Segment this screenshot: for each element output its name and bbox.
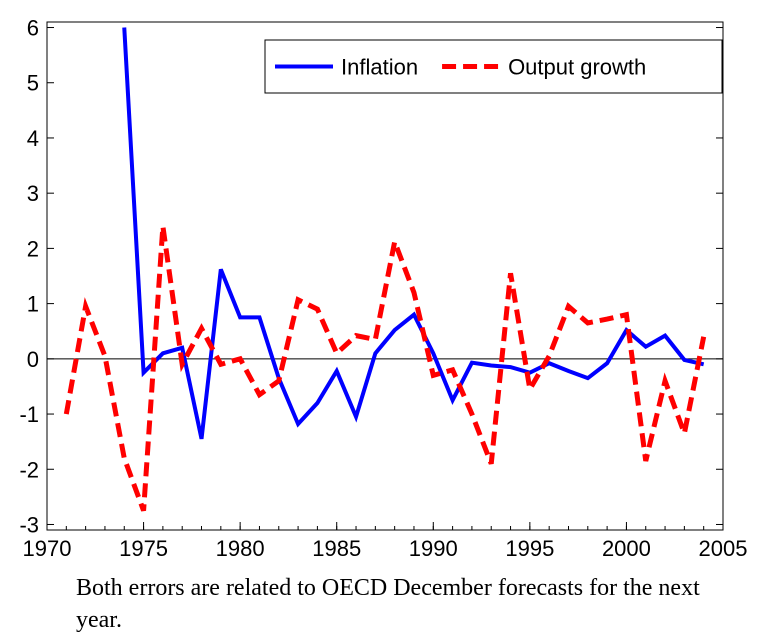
y-tick-label: 1 (27, 292, 39, 317)
y-tick-label: -1 (19, 402, 39, 427)
chart: -3 -2 -1 0 1 2 3 4 5 6 1970 1975 1980 1985 1990 1995 200… (19, 16, 748, 561)
legend-label: Inflation (341, 55, 418, 80)
y-tick-label: 4 (27, 126, 39, 151)
x-tick-label: 1990 (409, 536, 458, 561)
x-tick-label: 2005 (699, 536, 748, 561)
legend-label: Output growth (508, 55, 646, 80)
x-tick-label: 1985 (312, 536, 361, 561)
y-tick-label: 5 (27, 71, 39, 96)
y-tick-label: 6 (27, 16, 39, 41)
y-tick-label: 2 (27, 236, 39, 261)
y-tick-label: 0 (27, 347, 39, 372)
x-tick-label: 1995 (505, 536, 554, 561)
series-line (122, 27, 705, 440)
y-tick-label: -3 (19, 512, 39, 537)
chart-note: Both errors are related to OECD December… (76, 575, 700, 633)
x-tick-label: 2000 (602, 536, 651, 561)
y-tick-label: -2 (19, 457, 39, 482)
x-tick-label: 1970 (23, 536, 72, 561)
series-line (63, 225, 707, 512)
x-tick-label: 1975 (119, 536, 168, 561)
plot-frame (46, 21, 724, 531)
x-tick-label: 1980 (216, 536, 265, 561)
y-tick-label: 3 (27, 181, 39, 206)
